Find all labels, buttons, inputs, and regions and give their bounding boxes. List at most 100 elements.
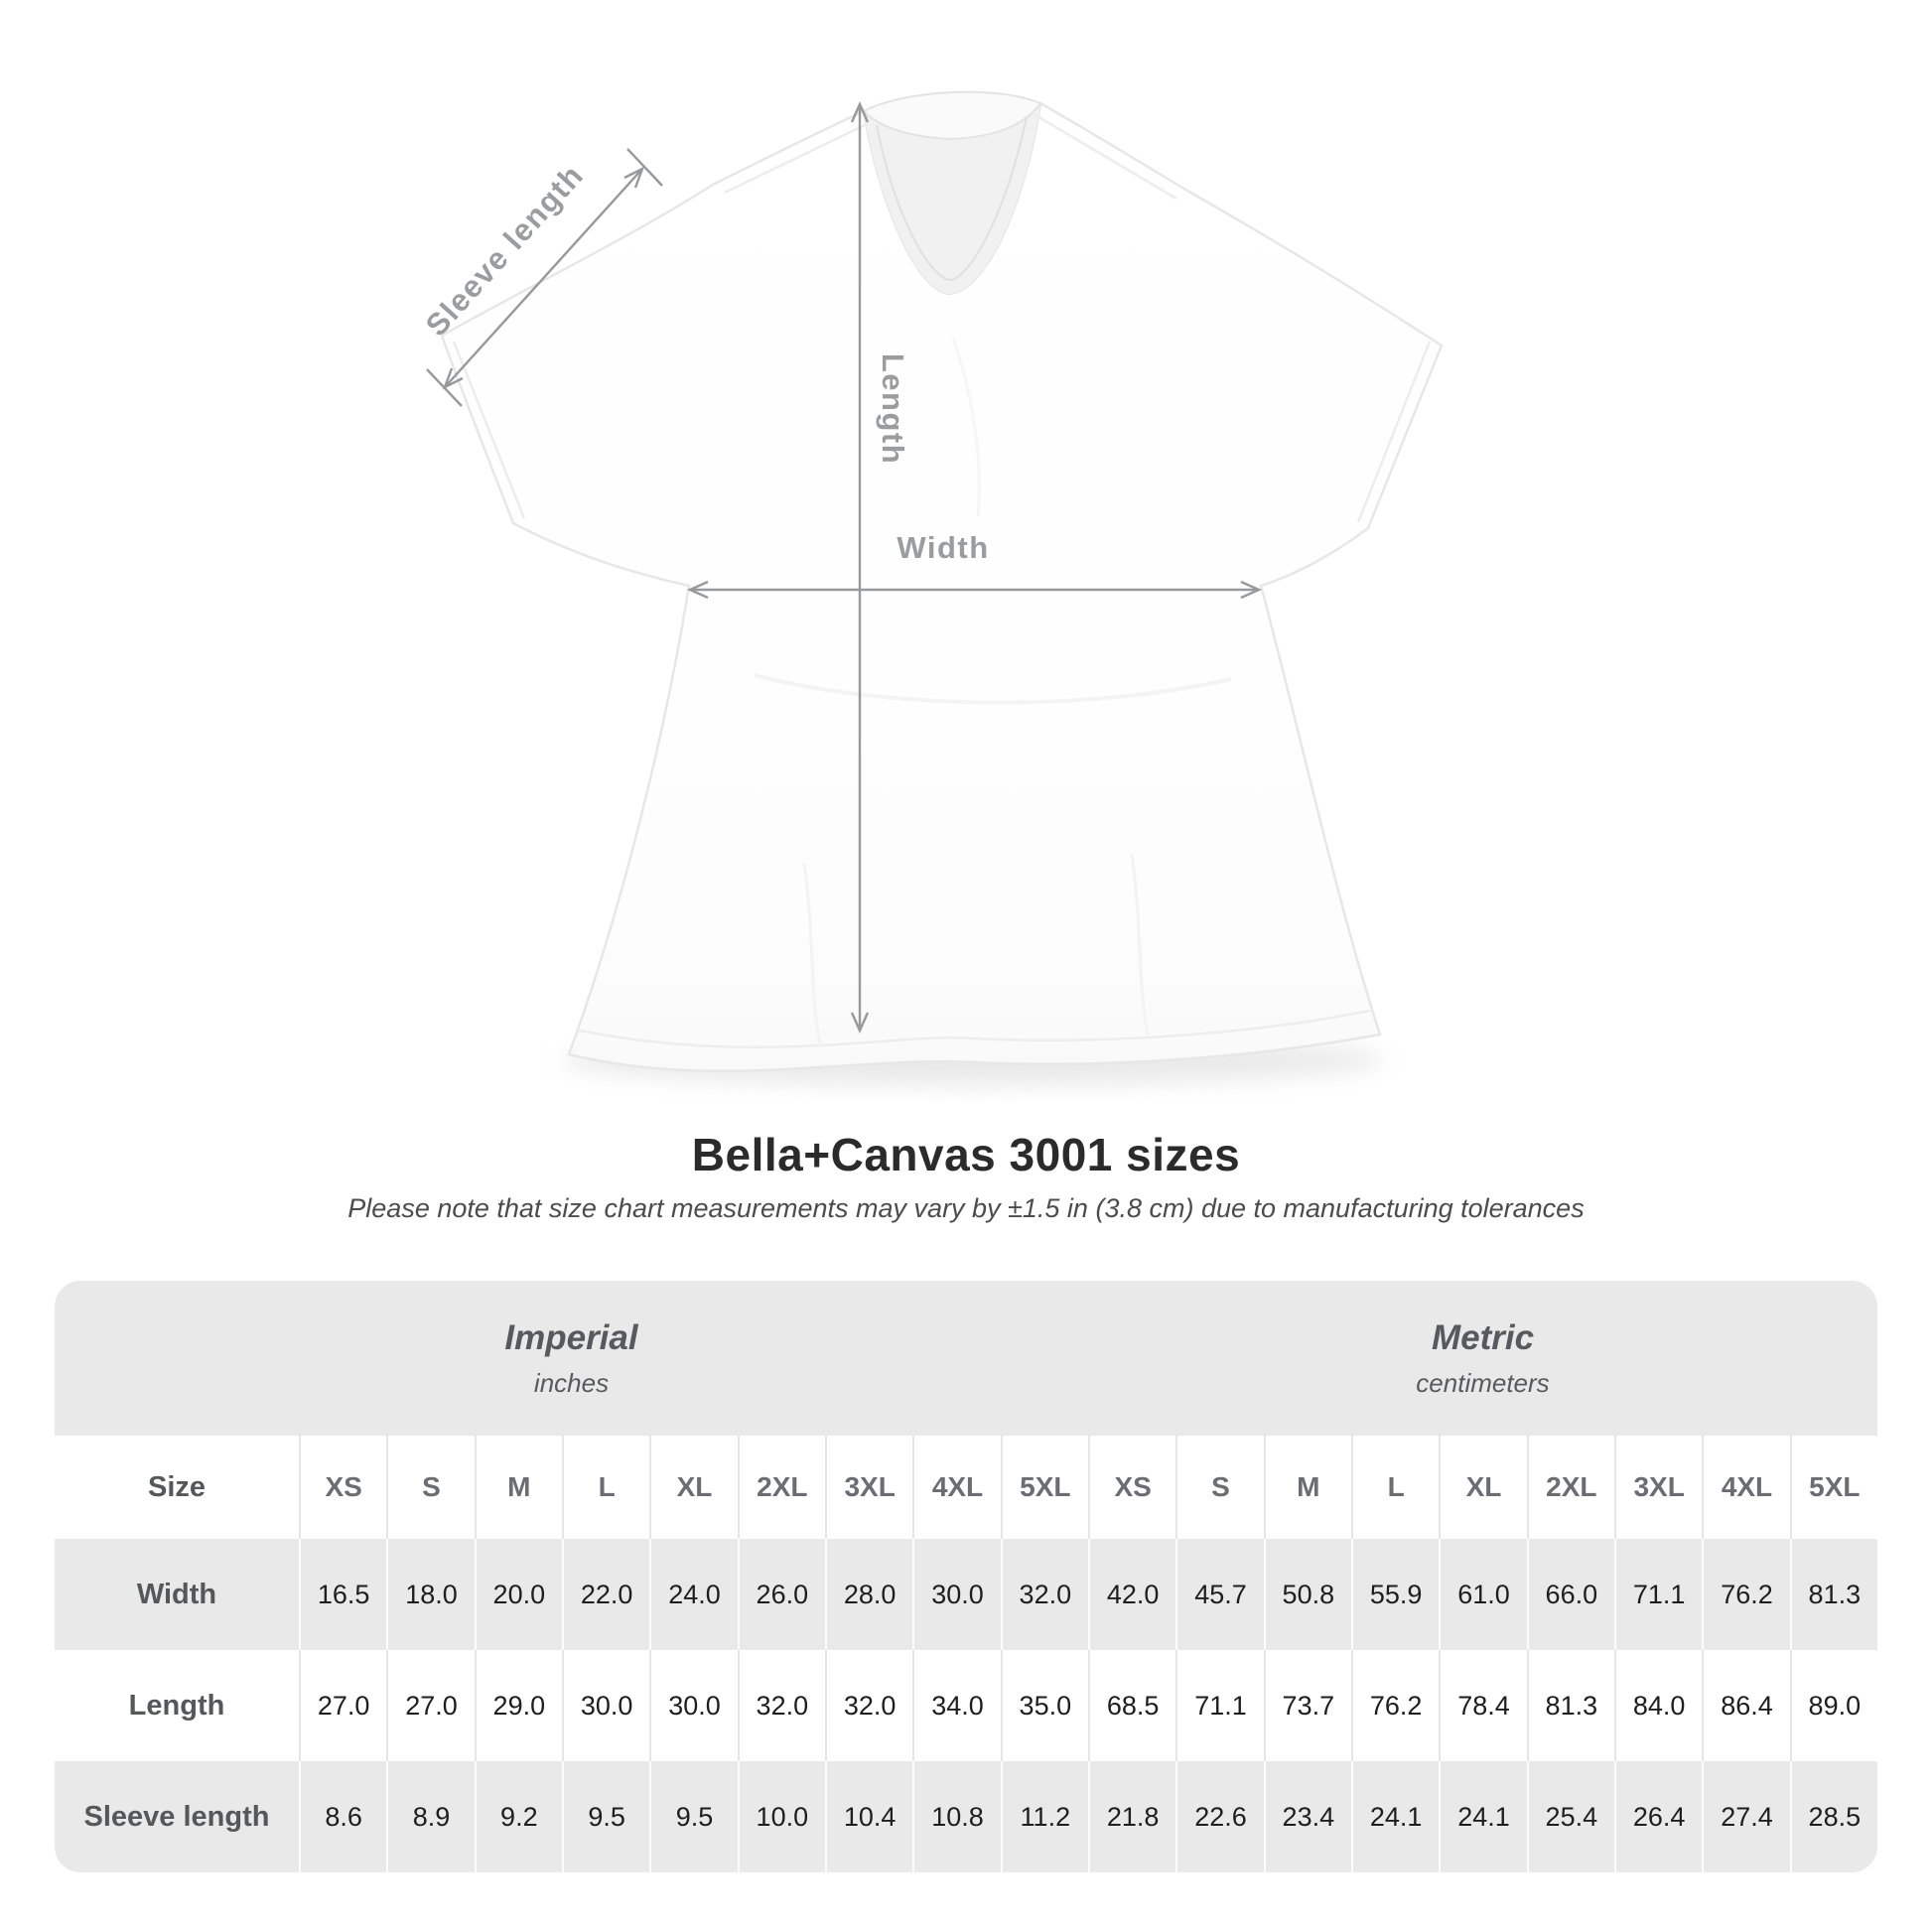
row-label: Sleeve length xyxy=(83,1800,270,1833)
size-header-imperial-s: S xyxy=(386,1436,474,1539)
imperial-label: Imperial xyxy=(504,1317,638,1357)
value-cell: 10.8 xyxy=(912,1761,1000,1872)
size-header-metric-m: M xyxy=(1263,1436,1351,1539)
value-cell: 20.0 xyxy=(474,1539,562,1650)
value-cell: 9.5 xyxy=(562,1761,649,1872)
value-cell: 76.2 xyxy=(1351,1650,1439,1761)
value-cell: 32.0 xyxy=(737,1650,825,1761)
table-row-sleeve-length: Sleeve length 8.6 8.9 9.2 9.5 9.5 10.0 10.4 10.8… xyxy=(55,1761,1877,1872)
size-header-metric-l: L xyxy=(1351,1436,1439,1539)
size-header-imperial-xs: XS xyxy=(299,1436,386,1539)
value-cell: 61.0 xyxy=(1439,1539,1526,1650)
value-cell: 68.5 xyxy=(1088,1650,1175,1761)
value-cell: 45.7 xyxy=(1175,1539,1263,1650)
size-header-metric-2xl: 2XL xyxy=(1526,1436,1614,1539)
value-cell: 71.1 xyxy=(1175,1650,1263,1761)
value-cell: 32.0 xyxy=(825,1650,912,1761)
value-cell: 22.0 xyxy=(562,1539,649,1650)
size-header-imperial-m: M xyxy=(474,1436,562,1539)
value-cell: 78.4 xyxy=(1439,1650,1526,1761)
value-cell: 76.2 xyxy=(1702,1539,1789,1650)
value-cell: 18.0 xyxy=(386,1539,474,1650)
value-cell: 8.6 xyxy=(299,1761,386,1872)
length-label: Length xyxy=(876,353,910,465)
tshirt-diagram: Sleeve length Length Width xyxy=(419,90,1444,1086)
metric-unit: centimeters xyxy=(1416,1367,1550,1398)
size-header-metric-5xl: 5XL xyxy=(1789,1436,1877,1539)
value-cell: 86.4 xyxy=(1702,1650,1789,1761)
size-header-metric-4xl: 4XL xyxy=(1702,1436,1789,1539)
value-cell: 28.5 xyxy=(1789,1761,1877,1872)
value-cell: 11.2 xyxy=(1000,1761,1088,1872)
unit-group-imperial: Imperial inches xyxy=(55,1281,1088,1436)
value-cell: 10.0 xyxy=(737,1761,825,1872)
value-cell: 35.0 xyxy=(1000,1650,1088,1761)
back-collar xyxy=(862,90,1042,141)
collar-band xyxy=(876,116,1028,282)
value-cell: 27.4 xyxy=(1702,1761,1789,1872)
fabric-wrinkles xyxy=(754,337,1232,1047)
value-cell: 34.0 xyxy=(912,1650,1000,1761)
value-cell: 42.0 xyxy=(1088,1539,1175,1650)
value-cell: 9.2 xyxy=(474,1761,562,1872)
value-cell: 28.0 xyxy=(825,1539,912,1650)
value-cell: 55.9 xyxy=(1351,1539,1439,1650)
page-title: Bella+Canvas 3001 sizes xyxy=(691,1129,1241,1180)
value-cell: 24.0 xyxy=(649,1539,737,1650)
unit-group-header: Imperial inches Metric centimeters xyxy=(55,1281,1877,1436)
value-cell: 21.8 xyxy=(1088,1761,1175,1872)
value-cell: 81.3 xyxy=(1789,1539,1877,1650)
value-cell: 26.4 xyxy=(1614,1761,1702,1872)
table-row-length: Length 27.0 27.0 29.0 30.0 30.0 32.0 32.0 34.0 35… xyxy=(55,1650,1877,1761)
size-header-metric-s: S xyxy=(1175,1436,1263,1539)
value-cell: 9.5 xyxy=(649,1761,737,1872)
value-cell: 10.4 xyxy=(825,1761,912,1872)
seam-stitches xyxy=(452,113,1432,1048)
row-label: Length xyxy=(128,1689,225,1722)
value-cell: 50.8 xyxy=(1263,1539,1351,1650)
size-column-header: Size xyxy=(147,1470,207,1503)
size-header-metric-3xl: 3XL xyxy=(1614,1436,1702,1539)
size-header-imperial-3xl: 3XL xyxy=(825,1436,912,1539)
imperial-unit: inches xyxy=(533,1367,610,1398)
value-cell: 81.3 xyxy=(1526,1650,1614,1761)
unit-group-metric: Metric centimeters xyxy=(1088,1281,1877,1436)
size-header-metric-xs: XS xyxy=(1088,1436,1175,1539)
value-cell: 16.5 xyxy=(299,1539,386,1650)
value-cell: 32.0 xyxy=(1000,1539,1088,1650)
value-cell: 30.0 xyxy=(912,1539,1000,1650)
value-cell: 22.6 xyxy=(1175,1761,1263,1872)
row-label: Width xyxy=(136,1578,217,1610)
value-cell: 24.1 xyxy=(1351,1761,1439,1872)
size-header-imperial-5xl: 5XL xyxy=(1000,1436,1088,1539)
tshirt-measurement-figure: Sleeve length Length Width xyxy=(338,40,1608,1122)
value-cell: 84.0 xyxy=(1614,1650,1702,1761)
value-cell: 66.0 xyxy=(1526,1539,1614,1650)
value-cell: 8.9 xyxy=(386,1761,474,1872)
tshirt-graphic xyxy=(440,101,1444,1072)
size-table-body: Size XS S M L XL 2XL 3XL 4XL 5XL XS S M L XL 2XL 3XL 4XL 5… xyxy=(55,1436,1877,1872)
page-subtitle: Please note that size chart measurements… xyxy=(347,1193,1585,1223)
value-cell: 27.0 xyxy=(386,1650,474,1761)
value-cell: 71.1 xyxy=(1614,1539,1702,1650)
value-cell: 30.0 xyxy=(649,1650,737,1761)
size-header-row: Size XS S M L XL 2XL 3XL 4XL 5XL XS S M L XL 2XL 3XL 4XL 5… xyxy=(55,1436,1877,1539)
size-table: Imperial inches Metric centimeters Size X… xyxy=(55,1281,1877,1872)
size-header-imperial-l: L xyxy=(562,1436,649,1539)
width-label: Width xyxy=(897,530,989,565)
measurement-lines xyxy=(426,101,1262,1034)
value-cell: 24.1 xyxy=(1439,1761,1526,1872)
table-row-width: Width 16.5 18.0 20.0 22.0 24.0 26.0 28.0 30.0 32.… xyxy=(55,1539,1877,1650)
value-cell: 73.7 xyxy=(1263,1650,1351,1761)
size-header-metric-xl: XL xyxy=(1439,1436,1526,1539)
metric-label: Metric xyxy=(1431,1317,1535,1357)
sleeve-length-arrow xyxy=(444,168,643,388)
value-cell: 26.0 xyxy=(737,1539,825,1650)
value-cell: 29.0 xyxy=(474,1650,562,1761)
value-cell: 23.4 xyxy=(1263,1761,1351,1872)
size-header-imperial-xl: XL xyxy=(649,1436,737,1539)
value-cell: 27.0 xyxy=(299,1650,386,1761)
neck-opening xyxy=(864,91,1040,294)
value-cell: 30.0 xyxy=(562,1650,649,1761)
value-cell: 89.0 xyxy=(1789,1650,1877,1761)
